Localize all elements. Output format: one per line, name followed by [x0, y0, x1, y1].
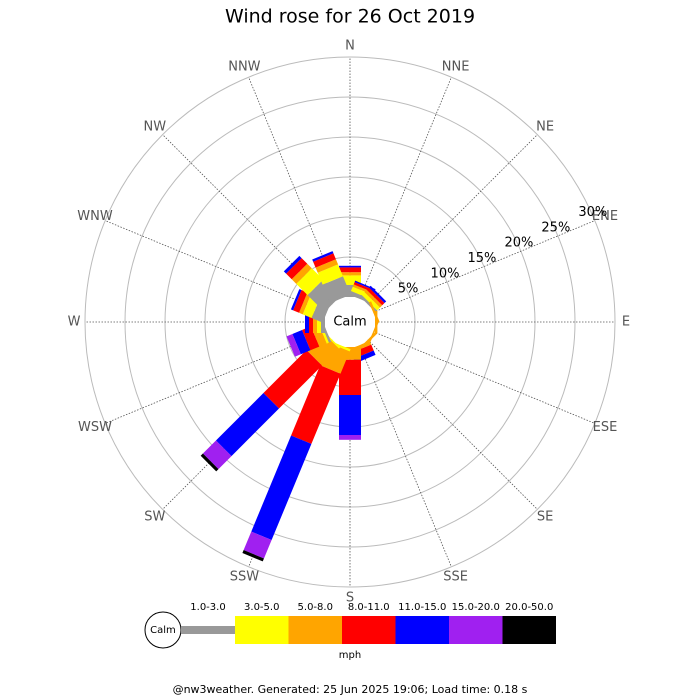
bar-segment: [317, 264, 343, 285]
bar-segment: [290, 289, 302, 311]
direction-label: NNE: [442, 60, 470, 75]
direction-label: SW: [144, 510, 165, 525]
bar-segment: [339, 272, 361, 276]
direction-label: ENE: [592, 209, 618, 224]
bar-segment: [307, 279, 341, 313]
direction-label: SE: [537, 510, 553, 525]
sector: [242, 340, 351, 562]
calm-label: Calm: [333, 315, 366, 330]
direction-label: NNW: [228, 60, 260, 75]
direction-label: WNW: [77, 209, 113, 224]
legend-swatch: [288, 616, 342, 644]
bar-segment: [215, 392, 280, 457]
direction-label: E: [622, 315, 630, 330]
grid-ring: [124, 96, 576, 548]
r-tick-label: 25%: [541, 220, 570, 235]
direction-label: S: [346, 591, 354, 606]
bar-segment: [251, 435, 312, 540]
bar-segment: [283, 255, 302, 274]
bar-segment: [313, 253, 336, 268]
bar-segment: [242, 550, 264, 562]
r-tick-label: 20%: [504, 236, 533, 251]
direction-line: [367, 339, 538, 510]
direction-line: [359, 77, 452, 300]
bar-segment: [292, 329, 311, 355]
sector: [339, 347, 361, 440]
legend-label: 11.0-15.0: [398, 602, 446, 613]
legend-label: 15.0-20.0: [452, 602, 500, 613]
bar-segment: [339, 275, 361, 285]
direction-line: [105, 220, 328, 313]
direction-line: [367, 134, 538, 305]
bar-segment: [315, 259, 339, 273]
bar-segment: [339, 267, 361, 273]
footer: @nw3weather. Generated: 25 Jun 2025 19:0…: [173, 683, 528, 696]
bar-segment: [339, 265, 361, 268]
bar-segment: [366, 287, 385, 306]
r-tick-label: 30%: [578, 205, 607, 220]
legend-calm-label: Calm: [150, 625, 176, 636]
direction-label: WSW: [78, 420, 112, 435]
direction-label: NE: [536, 119, 554, 134]
r-tick-label: 15%: [468, 251, 497, 266]
legend-swatch: [502, 616, 556, 644]
bar-segment: [312, 251, 334, 262]
direction-label: ESE: [593, 420, 618, 435]
legend-label: 8.0-11.0: [348, 602, 390, 613]
chart-title: Wind rose for 26 Oct 2019: [225, 6, 475, 28]
sector: [283, 255, 341, 313]
unit-label: mph: [339, 650, 361, 661]
bar-segment: [293, 290, 308, 313]
grid-ring: [84, 56, 616, 588]
r-tick-label: 10%: [431, 266, 460, 281]
bar-segment: [361, 292, 380, 311]
bar-segment: [291, 365, 341, 444]
sector: [312, 251, 351, 304]
legend-swatch: [342, 616, 396, 644]
bar-segment: [286, 258, 308, 280]
r-tick-label: 5%: [398, 282, 419, 297]
bar-segment: [339, 359, 361, 395]
bar-segment: [286, 333, 301, 357]
direction-line: [105, 331, 328, 424]
bar-segment: [364, 289, 383, 308]
bar-segment: [200, 453, 219, 472]
bar-segment: [368, 285, 387, 304]
legend-swatch: [181, 626, 235, 634]
legend-swatch: [395, 616, 449, 644]
legend-label: 3.0-5.0: [244, 602, 279, 613]
legend-swatch: [235, 616, 289, 644]
legend-label: 1.0-3.0: [190, 602, 225, 613]
direction-label: NW: [144, 119, 167, 134]
legend-swatch: [449, 616, 503, 644]
bar-segment: [339, 395, 361, 435]
bar-segment: [243, 531, 272, 559]
bar-segment: [202, 440, 232, 470]
bar-segment: [296, 268, 324, 296]
legend-label: 20.0-50.0: [505, 602, 553, 613]
calm-circle: [325, 297, 375, 347]
bar-segment: [299, 292, 312, 315]
direction-line: [372, 331, 595, 424]
direction-line: [372, 220, 595, 313]
direction-label: SSE: [443, 569, 468, 584]
bar-segment: [322, 276, 351, 304]
direction-label: SSW: [230, 569, 260, 584]
bar-segment: [339, 435, 361, 440]
direction-line: [359, 344, 452, 567]
legend-label: 5.0-8.0: [298, 602, 333, 613]
direction-label: W: [68, 315, 81, 330]
bar-segment: [291, 263, 312, 284]
direction-label: N: [345, 39, 355, 54]
bar-segment: [263, 350, 322, 409]
